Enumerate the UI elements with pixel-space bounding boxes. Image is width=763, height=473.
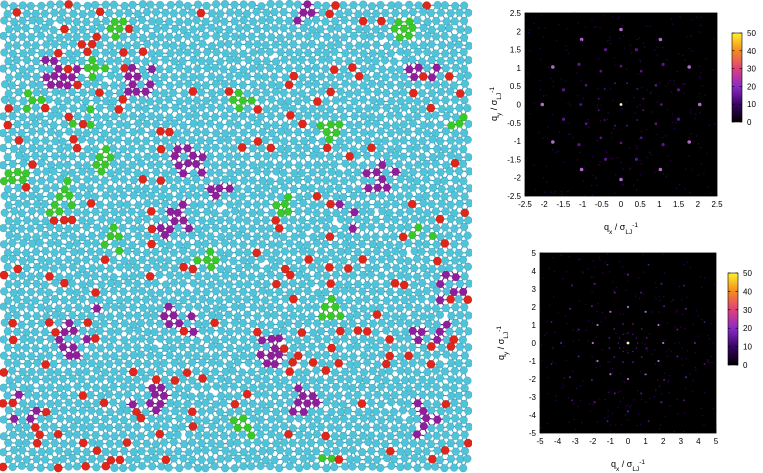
particle-configuration [0, 0, 472, 473]
